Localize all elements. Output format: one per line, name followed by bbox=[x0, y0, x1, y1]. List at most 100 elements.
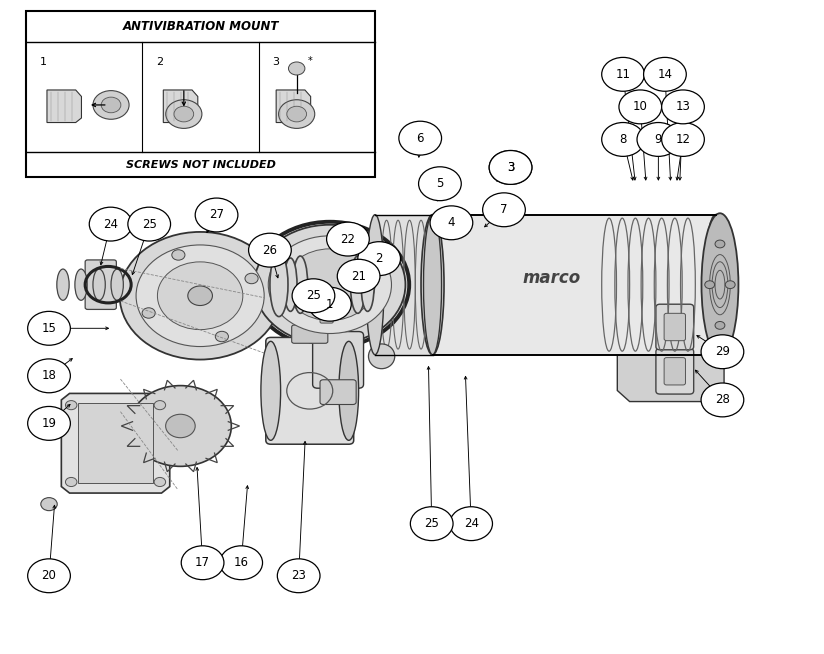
Ellipse shape bbox=[339, 341, 358, 440]
Ellipse shape bbox=[293, 256, 307, 313]
Ellipse shape bbox=[701, 213, 738, 356]
Circle shape bbox=[172, 250, 185, 260]
Circle shape bbox=[419, 167, 461, 201]
Text: 13: 13 bbox=[676, 100, 691, 113]
Polygon shape bbox=[61, 394, 170, 493]
Circle shape bbox=[220, 546, 263, 579]
Text: *: * bbox=[307, 56, 312, 66]
Circle shape bbox=[65, 401, 77, 409]
Circle shape bbox=[326, 222, 369, 256]
Circle shape bbox=[450, 507, 493, 541]
Polygon shape bbox=[617, 354, 724, 402]
Circle shape bbox=[489, 150, 532, 184]
Circle shape bbox=[215, 332, 228, 342]
Circle shape bbox=[489, 150, 532, 184]
FancyBboxPatch shape bbox=[312, 332, 363, 388]
Text: 24: 24 bbox=[464, 517, 479, 530]
Circle shape bbox=[188, 286, 213, 305]
Circle shape bbox=[65, 477, 77, 487]
Circle shape bbox=[662, 90, 705, 124]
Circle shape bbox=[337, 259, 380, 293]
Text: 10: 10 bbox=[633, 100, 648, 113]
Circle shape bbox=[41, 498, 57, 511]
Text: 21: 21 bbox=[351, 269, 366, 283]
Circle shape bbox=[602, 58, 644, 92]
Circle shape bbox=[410, 507, 453, 541]
Text: 3: 3 bbox=[507, 161, 514, 174]
Circle shape bbox=[255, 225, 405, 345]
Text: ANTIVIBRATION MOUNT: ANTIVIBRATION MOUNT bbox=[122, 20, 279, 33]
Text: 27: 27 bbox=[209, 209, 224, 222]
Text: 18: 18 bbox=[41, 370, 57, 383]
Text: 6: 6 bbox=[416, 131, 424, 145]
Text: marco: marco bbox=[522, 269, 581, 287]
Ellipse shape bbox=[270, 252, 288, 317]
Circle shape bbox=[725, 281, 735, 288]
Circle shape bbox=[119, 232, 281, 360]
Circle shape bbox=[662, 122, 705, 156]
Circle shape bbox=[661, 371, 681, 387]
FancyBboxPatch shape bbox=[320, 307, 333, 323]
Ellipse shape bbox=[93, 269, 105, 300]
Text: 12: 12 bbox=[676, 133, 691, 146]
Circle shape bbox=[245, 273, 258, 284]
Circle shape bbox=[637, 122, 680, 156]
Ellipse shape bbox=[111, 269, 124, 300]
Text: 15: 15 bbox=[41, 322, 57, 335]
Text: 28: 28 bbox=[715, 394, 730, 406]
Text: 25: 25 bbox=[424, 517, 439, 530]
Circle shape bbox=[93, 91, 129, 119]
FancyBboxPatch shape bbox=[292, 325, 328, 343]
FancyBboxPatch shape bbox=[375, 215, 433, 354]
Circle shape bbox=[308, 287, 351, 321]
Circle shape bbox=[128, 207, 171, 241]
Circle shape bbox=[166, 414, 195, 438]
Text: 14: 14 bbox=[658, 68, 672, 81]
Text: 29: 29 bbox=[715, 345, 730, 358]
Ellipse shape bbox=[75, 269, 87, 300]
Polygon shape bbox=[163, 90, 198, 122]
Ellipse shape bbox=[361, 258, 374, 311]
FancyBboxPatch shape bbox=[433, 215, 716, 354]
FancyBboxPatch shape bbox=[320, 380, 356, 404]
Circle shape bbox=[181, 546, 224, 579]
FancyBboxPatch shape bbox=[26, 11, 375, 177]
Circle shape bbox=[285, 249, 375, 320]
Ellipse shape bbox=[277, 275, 293, 316]
Ellipse shape bbox=[421, 215, 444, 354]
Text: 22: 22 bbox=[340, 233, 355, 246]
Ellipse shape bbox=[705, 215, 728, 354]
Text: 23: 23 bbox=[291, 569, 306, 582]
Circle shape bbox=[136, 245, 265, 347]
Ellipse shape bbox=[366, 215, 384, 354]
FancyBboxPatch shape bbox=[656, 304, 694, 350]
Circle shape bbox=[154, 477, 166, 487]
Text: 1: 1 bbox=[40, 57, 47, 67]
Polygon shape bbox=[77, 404, 153, 483]
Circle shape bbox=[249, 233, 291, 267]
Text: 5: 5 bbox=[436, 177, 443, 190]
Circle shape bbox=[399, 121, 442, 155]
Circle shape bbox=[28, 311, 70, 345]
Circle shape bbox=[619, 90, 662, 124]
Circle shape bbox=[715, 240, 725, 248]
Circle shape bbox=[154, 401, 166, 409]
Text: 8: 8 bbox=[620, 133, 627, 146]
Text: 2: 2 bbox=[157, 57, 163, 67]
Circle shape bbox=[292, 279, 335, 313]
Text: 25: 25 bbox=[306, 289, 321, 302]
Circle shape bbox=[287, 106, 307, 122]
Circle shape bbox=[319, 300, 334, 312]
Text: 19: 19 bbox=[41, 417, 57, 430]
Text: 4: 4 bbox=[447, 216, 455, 230]
Circle shape bbox=[430, 206, 473, 240]
Circle shape bbox=[288, 62, 305, 75]
Circle shape bbox=[705, 281, 714, 288]
Circle shape bbox=[174, 106, 194, 122]
Circle shape bbox=[715, 322, 725, 329]
Text: 17: 17 bbox=[195, 557, 210, 569]
Circle shape bbox=[89, 207, 132, 241]
Ellipse shape bbox=[261, 341, 281, 440]
Text: 7: 7 bbox=[500, 203, 508, 216]
Ellipse shape bbox=[284, 258, 297, 311]
